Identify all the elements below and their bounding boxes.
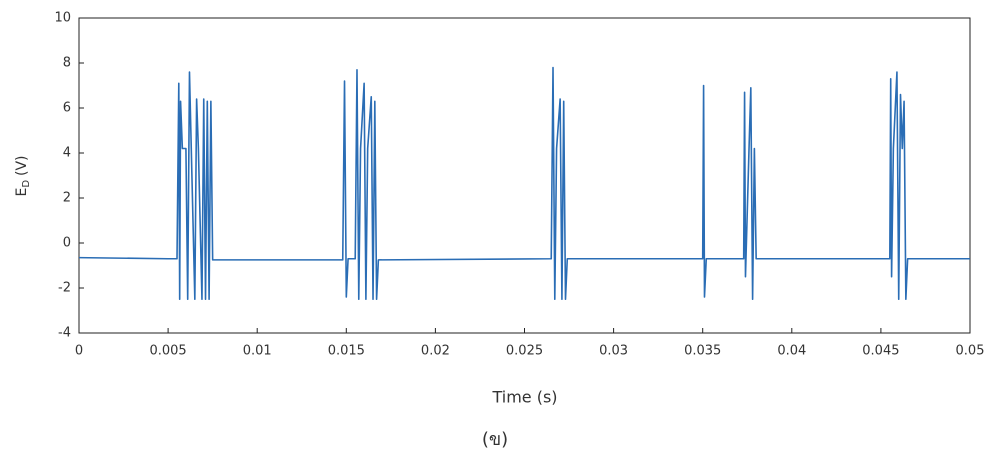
- y-label-sub: D: [21, 180, 32, 188]
- y-axis-label: ED (V): [14, 155, 32, 196]
- y-label-unit: (V): [14, 155, 30, 176]
- x-tick-label: 0: [75, 344, 83, 359]
- x-tick-label: 0.015: [328, 344, 365, 359]
- x-tick-label: 0.025: [506, 344, 543, 359]
- x-tick-label: 0.04: [777, 344, 806, 359]
- x-tick-label: 0.005: [149, 344, 186, 359]
- caption: (ข): [482, 429, 508, 450]
- y-tick-label: 0: [63, 236, 71, 251]
- y-tick-label: 6: [63, 101, 71, 116]
- x-tick-label: 0.05: [956, 344, 985, 359]
- x-axis-label: Time (s): [491, 388, 557, 407]
- y-tick-label: 8: [63, 56, 71, 71]
- y-tick-label: 4: [63, 146, 71, 161]
- y-tick-label: -4: [58, 326, 71, 341]
- y-tick-label: 10: [54, 11, 71, 26]
- x-tick-label: 0.035: [684, 344, 721, 359]
- x-tick-label: 0.01: [243, 344, 272, 359]
- y-label-main: E: [14, 188, 30, 197]
- y-tick-label: -2: [58, 281, 71, 296]
- line-series: [78, 66, 970, 301]
- plot-frame: [78, 17, 971, 334]
- x-tick-label: 0.045: [862, 344, 899, 359]
- x-tick-label: 0.02: [421, 344, 450, 359]
- y-tick-label: 2: [63, 191, 71, 206]
- x-tick-label: 0.03: [599, 344, 628, 359]
